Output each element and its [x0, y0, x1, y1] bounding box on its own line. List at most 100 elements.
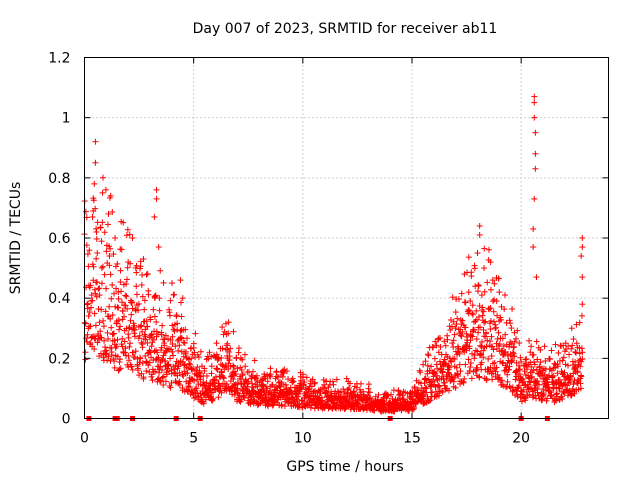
data-point [155, 354, 162, 361]
data-point [143, 271, 150, 278]
data-point [423, 385, 430, 392]
data-point [233, 386, 240, 393]
data-point [194, 364, 201, 371]
data-point [135, 300, 142, 307]
data-point [95, 306, 102, 313]
data-point [425, 352, 432, 359]
data-point [167, 384, 174, 391]
data-point [347, 380, 354, 387]
data-point [213, 377, 220, 384]
data-point [273, 373, 280, 380]
data-point [107, 271, 114, 278]
data-point [219, 345, 226, 352]
data-point [104, 329, 111, 336]
data-point [420, 388, 427, 395]
data-point [214, 366, 221, 373]
data-point [96, 285, 103, 292]
data-point [114, 260, 121, 267]
data-point [126, 231, 133, 238]
data-point [89, 261, 96, 268]
data-point [136, 332, 143, 339]
data-point [86, 309, 93, 316]
data-point [115, 317, 122, 324]
data-point [169, 333, 176, 340]
data-point [424, 362, 431, 369]
data-point [191, 377, 198, 384]
data-point [159, 367, 166, 374]
data-point [172, 343, 179, 350]
data-point [321, 381, 328, 388]
data-point [167, 337, 174, 344]
data-point [167, 297, 174, 304]
data-point [187, 361, 194, 368]
data-point [193, 385, 200, 392]
data-point [201, 365, 208, 372]
data-point [182, 326, 189, 333]
data-point [110, 330, 117, 337]
data-point [409, 406, 416, 413]
data-point [115, 304, 122, 311]
data-point [160, 381, 167, 388]
data-point [232, 371, 239, 378]
data-point [208, 370, 215, 377]
data-point [99, 219, 106, 226]
data-point [419, 391, 426, 398]
data-point [91, 286, 98, 293]
data-point [206, 385, 213, 392]
data-point [162, 378, 169, 385]
data-point [101, 271, 108, 278]
data-point [156, 307, 163, 314]
data-point [264, 378, 271, 385]
data-point [220, 375, 227, 382]
data-point [346, 385, 353, 392]
data-point [178, 335, 185, 342]
data-point [282, 381, 289, 388]
data-point [208, 363, 215, 370]
data-point [157, 363, 164, 370]
data-point [97, 328, 104, 335]
data-point [262, 394, 269, 401]
data-point [366, 394, 373, 401]
data-point [123, 232, 130, 239]
data-point [340, 386, 347, 393]
data-point [186, 383, 193, 390]
data-point [126, 357, 133, 364]
data-point [422, 384, 429, 391]
data-point [343, 375, 350, 382]
data-point [133, 269, 140, 276]
data-point [83, 335, 90, 342]
data-point [235, 345, 242, 352]
data-point [171, 328, 178, 335]
data-point [269, 381, 276, 388]
data-point [160, 373, 167, 380]
data-point [88, 304, 95, 311]
data-point [400, 396, 407, 403]
data-point [230, 363, 237, 370]
data-point [114, 304, 121, 311]
data-point [162, 348, 169, 355]
data-point [115, 289, 122, 296]
data-point [365, 381, 372, 388]
data-point [210, 395, 217, 402]
data-point [145, 291, 152, 298]
data-point [352, 391, 359, 398]
data-point [442, 342, 449, 349]
data-point [136, 372, 143, 379]
data-point [431, 355, 438, 362]
data-point [161, 336, 168, 343]
data-point [99, 189, 106, 196]
data-point [213, 340, 220, 347]
data-point [111, 337, 118, 344]
data-point [297, 380, 304, 387]
data-point [261, 371, 268, 378]
data-point [234, 365, 241, 372]
data-point [218, 368, 225, 375]
data-point [119, 308, 126, 315]
data-point [119, 299, 126, 306]
data-point [109, 331, 116, 338]
data-point [138, 339, 145, 346]
data-point [267, 365, 274, 372]
data-point [136, 359, 143, 366]
data-point [384, 392, 391, 399]
data-point [357, 380, 364, 387]
